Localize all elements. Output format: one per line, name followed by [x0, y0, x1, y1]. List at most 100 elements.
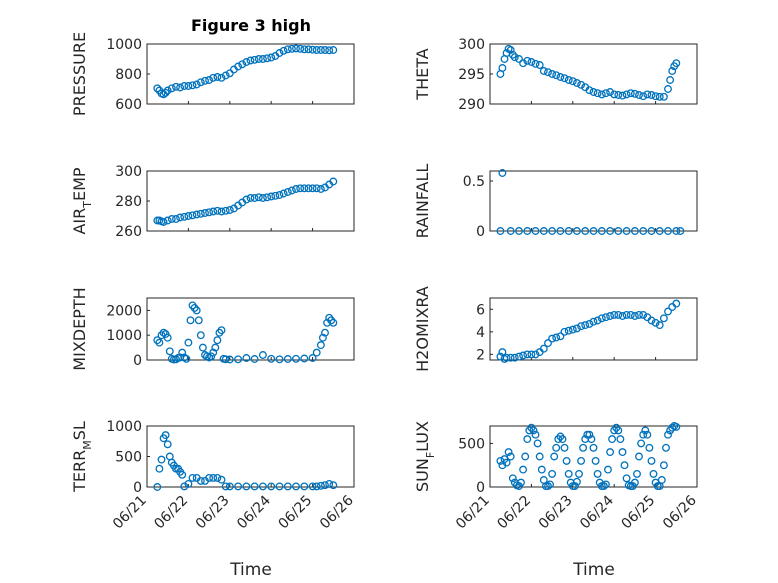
data-point — [180, 82, 189, 90]
y-axis-label: TERRMSL — [70, 421, 94, 493]
data-point — [283, 482, 292, 491]
data-point — [601, 89, 610, 98]
data-point — [217, 207, 226, 216]
data-point — [599, 482, 608, 491]
data-point — [659, 92, 668, 101]
data-point — [647, 316, 656, 325]
y-tick-label: 600 — [115, 97, 142, 113]
data-point — [515, 352, 523, 361]
data-point — [548, 334, 557, 343]
data-point — [556, 73, 565, 81]
data-point — [225, 482, 234, 491]
figure-title: Figure 3 high — [191, 16, 311, 35]
data-point — [267, 354, 276, 363]
data-point — [221, 482, 230, 491]
data-point — [668, 67, 677, 75]
data-point — [498, 169, 507, 177]
data-point — [579, 443, 588, 452]
data-point — [188, 81, 197, 90]
data-point — [535, 452, 544, 461]
data-point — [172, 215, 180, 223]
data-point — [558, 435, 567, 444]
data-point — [287, 186, 296, 195]
y-tick-label: 1000 — [106, 328, 142, 344]
data-point — [292, 44, 300, 53]
data-point — [668, 423, 677, 432]
data-point — [325, 46, 334, 55]
data-point — [651, 92, 660, 101]
data-point — [498, 64, 507, 72]
data-point — [622, 227, 631, 235]
data-point — [329, 46, 338, 54]
data-point — [238, 60, 247, 69]
data-point — [198, 343, 207, 352]
data-point — [267, 482, 276, 491]
y-axis-label-sub: T — [81, 201, 94, 209]
y-axis-label-main: PRESSURE — [70, 32, 89, 116]
data-point — [246, 194, 255, 202]
data-point — [242, 195, 251, 204]
data-point — [581, 321, 590, 330]
data-point — [593, 89, 602, 98]
x-tick-label: 06/23 — [193, 493, 233, 533]
data-point — [250, 55, 259, 64]
y-tick-label: 0 — [476, 480, 485, 496]
data-point — [610, 310, 619, 319]
y-tick-label: 295 — [458, 67, 485, 83]
data-point — [641, 426, 650, 435]
data-point — [585, 86, 594, 95]
data-point — [242, 482, 251, 491]
data-point — [250, 194, 259, 202]
data-point — [606, 88, 615, 96]
x-tick-label: 06/26 — [317, 492, 357, 532]
data-point — [196, 476, 205, 485]
data-point — [666, 76, 675, 84]
y-axis-label-sub: M — [81, 440, 94, 450]
data-point — [163, 440, 172, 449]
data-point — [577, 322, 586, 331]
data-point — [585, 430, 594, 439]
data-point — [647, 91, 656, 99]
panel-air: 260 280 300 AIRTEMP — [70, 164, 355, 240]
y-tick-label: 2000 — [106, 303, 142, 319]
axes-box — [489, 425, 698, 488]
y-axis-label: PRESSURE — [70, 32, 89, 116]
data-point — [622, 90, 631, 99]
data-point — [608, 435, 617, 444]
data-point — [597, 227, 606, 235]
data-point — [155, 338, 164, 347]
y-axis-label-main: SUN — [413, 458, 432, 492]
data-point — [188, 473, 197, 482]
data-point — [159, 218, 168, 226]
data-point — [510, 53, 519, 62]
data-point — [618, 91, 627, 100]
data-point — [635, 91, 643, 99]
data-point — [205, 76, 214, 84]
data-point — [544, 482, 552, 491]
data-point — [577, 456, 586, 465]
data-point — [533, 439, 542, 448]
data-point — [535, 61, 544, 69]
data-point — [308, 45, 317, 54]
data-point — [564, 227, 573, 235]
data-point — [180, 212, 189, 221]
data-point — [523, 435, 532, 444]
data-point — [271, 191, 280, 200]
data-point — [672, 422, 681, 431]
data-point — [614, 91, 623, 99]
data-point — [630, 227, 639, 235]
data-point — [614, 310, 623, 319]
y-axis-label-main: TERR — [70, 450, 89, 493]
data-point — [163, 216, 172, 225]
data-point — [618, 448, 627, 457]
x-tick-label: 06/22 — [151, 493, 191, 533]
data-point — [647, 227, 656, 235]
data-point — [664, 430, 672, 439]
data-point — [186, 316, 195, 325]
data-point — [537, 465, 546, 474]
y-tick-label: 1000 — [106, 419, 142, 435]
data-point — [250, 482, 259, 491]
data-point — [510, 353, 519, 362]
data-point — [519, 59, 528, 68]
data-point — [601, 313, 610, 322]
